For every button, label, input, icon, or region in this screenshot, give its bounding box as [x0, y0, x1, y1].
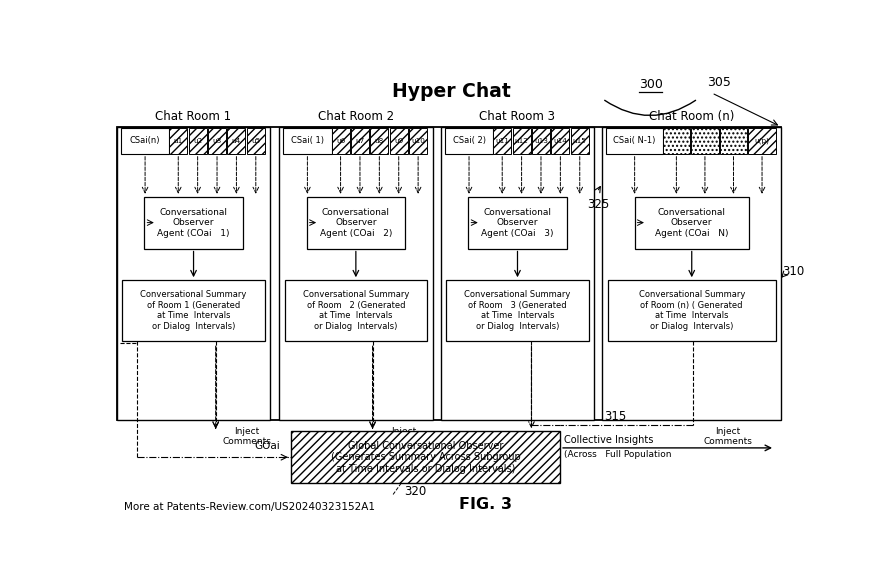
Bar: [144, 197, 243, 248]
Text: Chat Room 3: Chat Room 3: [480, 110, 555, 123]
Text: u10: u10: [411, 138, 425, 144]
Bar: [532, 128, 550, 154]
Text: u8: u8: [375, 138, 384, 144]
Text: 305: 305: [707, 76, 730, 89]
Text: u5: u5: [251, 138, 260, 144]
Bar: [749, 128, 775, 154]
Bar: [227, 128, 246, 154]
Text: 320: 320: [404, 485, 426, 499]
Text: Inject
Comments: Inject Comments: [703, 427, 752, 446]
Text: Conversational Summary
of Room (n) ( Generated
at Time  Intervals
or Dialog  Int: Conversational Summary of Room (n) ( Gen…: [639, 291, 745, 331]
Text: Conversational
Observer
Agent (COai   N): Conversational Observer Agent (COai N): [655, 207, 729, 237]
Text: u15: u15: [573, 138, 587, 144]
Bar: [608, 280, 775, 341]
Text: Conversational Summary
of Room 1 (Generated
at Time  Intervals
or Dialog  Interv: Conversational Summary of Room 1 (Genera…: [140, 291, 246, 331]
Bar: [208, 128, 226, 154]
Text: Conversational
Observer
Agent (COai   2): Conversational Observer Agent (COai 2): [319, 207, 392, 237]
Text: CSai( 2): CSai( 2): [452, 136, 486, 145]
Bar: [122, 280, 265, 341]
Bar: [606, 128, 663, 154]
Bar: [409, 128, 427, 154]
Text: u11: u11: [495, 138, 510, 144]
Bar: [571, 128, 589, 154]
Bar: [246, 128, 265, 154]
Bar: [468, 197, 567, 248]
Bar: [283, 128, 332, 154]
Bar: [552, 128, 569, 154]
Text: CSai(n): CSai(n): [130, 136, 160, 145]
Text: u7: u7: [356, 138, 364, 144]
Bar: [332, 128, 349, 154]
Text: u(p): u(p): [754, 138, 769, 144]
Bar: [121, 128, 169, 154]
Text: Conversational
Observer
Agent (COai   1): Conversational Observer Agent (COai 1): [158, 207, 230, 237]
Bar: [445, 128, 493, 154]
Text: Hyper Chat: Hyper Chat: [392, 81, 510, 101]
Text: u12: u12: [515, 138, 529, 144]
Text: u2: u2: [193, 138, 202, 144]
Text: 315: 315: [605, 410, 627, 423]
Text: Global Conversational Observer
(Generates Summary Across Subgroup
at Time Interv: Global Conversational Observer (Generate…: [331, 441, 520, 474]
Bar: [390, 128, 407, 154]
Text: Chat Room 1: Chat Room 1: [156, 110, 231, 123]
Text: More at Patents-Review.com/US20240323152A1: More at Patents-Review.com/US20240323152…: [123, 502, 375, 512]
Text: Chat Room 2: Chat Room 2: [318, 110, 394, 123]
Bar: [351, 128, 369, 154]
Text: GOai: GOai: [254, 441, 281, 451]
Text: 300: 300: [639, 77, 663, 91]
Text: CSai( 1): CSai( 1): [291, 136, 324, 145]
Bar: [279, 127, 433, 420]
Text: u1: u1: [173, 138, 183, 144]
Text: 310: 310: [782, 265, 804, 278]
Bar: [290, 431, 561, 483]
Bar: [663, 128, 690, 154]
Bar: [512, 128, 531, 154]
Text: FIG. 3: FIG. 3: [458, 496, 511, 512]
Bar: [188, 128, 207, 154]
Bar: [493, 128, 511, 154]
Text: Chat Room (n): Chat Room (n): [649, 110, 735, 123]
Text: u14: u14: [554, 138, 568, 144]
Text: u13: u13: [534, 138, 548, 144]
Text: Inject
Comments: Inject Comments: [379, 427, 429, 446]
Bar: [117, 127, 270, 420]
Text: CSai( N-1): CSai( N-1): [613, 136, 656, 145]
Text: u6: u6: [336, 138, 345, 144]
Bar: [692, 128, 719, 154]
Text: Conversational Summary
of Room   3 (Generated
at Time  Intervals
or Dialog  Inte: Conversational Summary of Room 3 (Genera…: [465, 291, 571, 331]
Bar: [441, 127, 594, 420]
Bar: [720, 128, 747, 154]
Bar: [117, 127, 781, 420]
Bar: [603, 127, 781, 420]
Text: Inject
Comments: Inject Comments: [223, 427, 271, 446]
Bar: [307, 197, 405, 248]
Text: (Across   Full Population: (Across Full Population: [563, 449, 671, 459]
Text: u4: u4: [231, 138, 241, 144]
Bar: [284, 280, 427, 341]
Text: 325: 325: [588, 197, 610, 210]
Bar: [370, 128, 388, 154]
Text: u9: u9: [394, 138, 403, 144]
Text: Conversational Summary
of Room   2 (Generated
at Time  Intervals
or Dialog  Inte: Conversational Summary of Room 2 (Genera…: [303, 291, 409, 331]
Text: Collective Insights: Collective Insights: [563, 435, 653, 445]
Text: Conversational
Observer
Agent (COai   3): Conversational Observer Agent (COai 3): [481, 207, 554, 237]
Text: u3: u3: [212, 138, 222, 144]
Bar: [446, 280, 589, 341]
Bar: [169, 128, 187, 154]
Bar: [634, 197, 749, 248]
